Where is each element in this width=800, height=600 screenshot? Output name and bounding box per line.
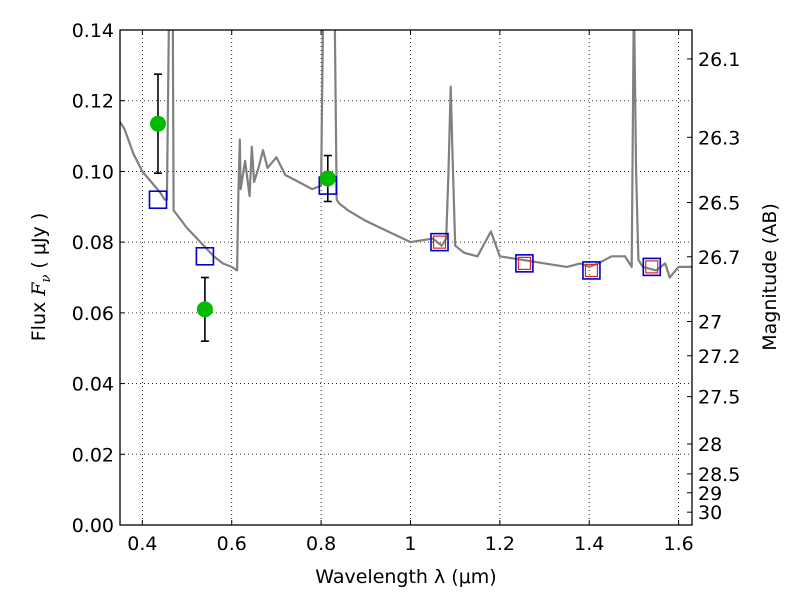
- x-tick-label: 0.8: [306, 533, 336, 555]
- model-flux-square: [582, 261, 601, 280]
- y-tick-label: 0.14: [72, 20, 114, 42]
- y-tick-label: 0.10: [72, 161, 114, 183]
- y-axis-label-sub: ν: [39, 275, 54, 283]
- mag-tick-label: 30: [698, 502, 722, 524]
- observed-flux-point: [149, 115, 166, 132]
- y-tick-label: 0.06: [72, 303, 114, 325]
- model-flux-small-square: [432, 235, 447, 249]
- y-tick-label: 0.04: [72, 374, 114, 396]
- x-axis-label: Wavelength λ (μm): [315, 566, 496, 588]
- y-tick-label: 0.08: [72, 232, 114, 254]
- x-tick-label: 0.4: [127, 533, 157, 555]
- mag-tick-label: 27.5: [698, 387, 740, 409]
- observed-flux-point: [196, 301, 213, 318]
- mag-tick-label: 28: [698, 434, 722, 456]
- y2-axis-label: Magnitude (AB): [759, 203, 781, 351]
- model-flux-square: [515, 254, 534, 273]
- y-tick-label: 0.00: [72, 515, 114, 537]
- model-flux-square: [148, 190, 168, 210]
- x-tick-label: 1.2: [485, 533, 515, 555]
- model-flux-small-square: [517, 256, 532, 270]
- y-axis-label-prefix: Flux: [28, 296, 50, 342]
- model-flux-square: [642, 257, 662, 277]
- model-flux-square: [430, 232, 449, 252]
- mag-tick-label: 27.2: [698, 346, 740, 368]
- mag-tick-label: 27: [698, 312, 722, 334]
- mag-tick-label: 28.5: [698, 464, 740, 486]
- y-tick-label: 0.02: [72, 444, 114, 466]
- spectrum-line: [120, 30, 692, 279]
- x-tick-label: 1.4: [574, 533, 604, 555]
- ticks-layer: 0.4 0.6 0.8 1 1.2 1.4 1.6 0.00 0.02 0.04 0.06 0.08 0…: [72, 20, 741, 555]
- mag-tick-label: 26.5: [698, 193, 740, 215]
- y-axis-label: Flux Fν ( μJy ): [28, 213, 54, 342]
- mag-tick-label: 26.3: [698, 127, 740, 149]
- y-axis-label-unit: ( μJy ): [28, 213, 50, 275]
- observed-flux-point: [319, 170, 336, 187]
- mag-tick-label: 26.1: [698, 49, 740, 71]
- y-axis-label-var: F: [28, 282, 50, 297]
- x-tick-label: 1.6: [663, 533, 693, 555]
- mag-tick-label: 26.7: [698, 247, 740, 269]
- x-tick-label: 0.6: [217, 533, 247, 555]
- mag-tick-label: 29: [698, 483, 722, 505]
- model-flux-small-square: [645, 260, 659, 274]
- plot-layer: [120, 30, 692, 342]
- model-flux-small-square: [584, 263, 599, 278]
- y-tick-label: 0.12: [72, 91, 114, 113]
- x-tick-label: 1: [404, 533, 416, 555]
- plot-frame: [119, 29, 693, 526]
- model-flux-square: [195, 246, 215, 266]
